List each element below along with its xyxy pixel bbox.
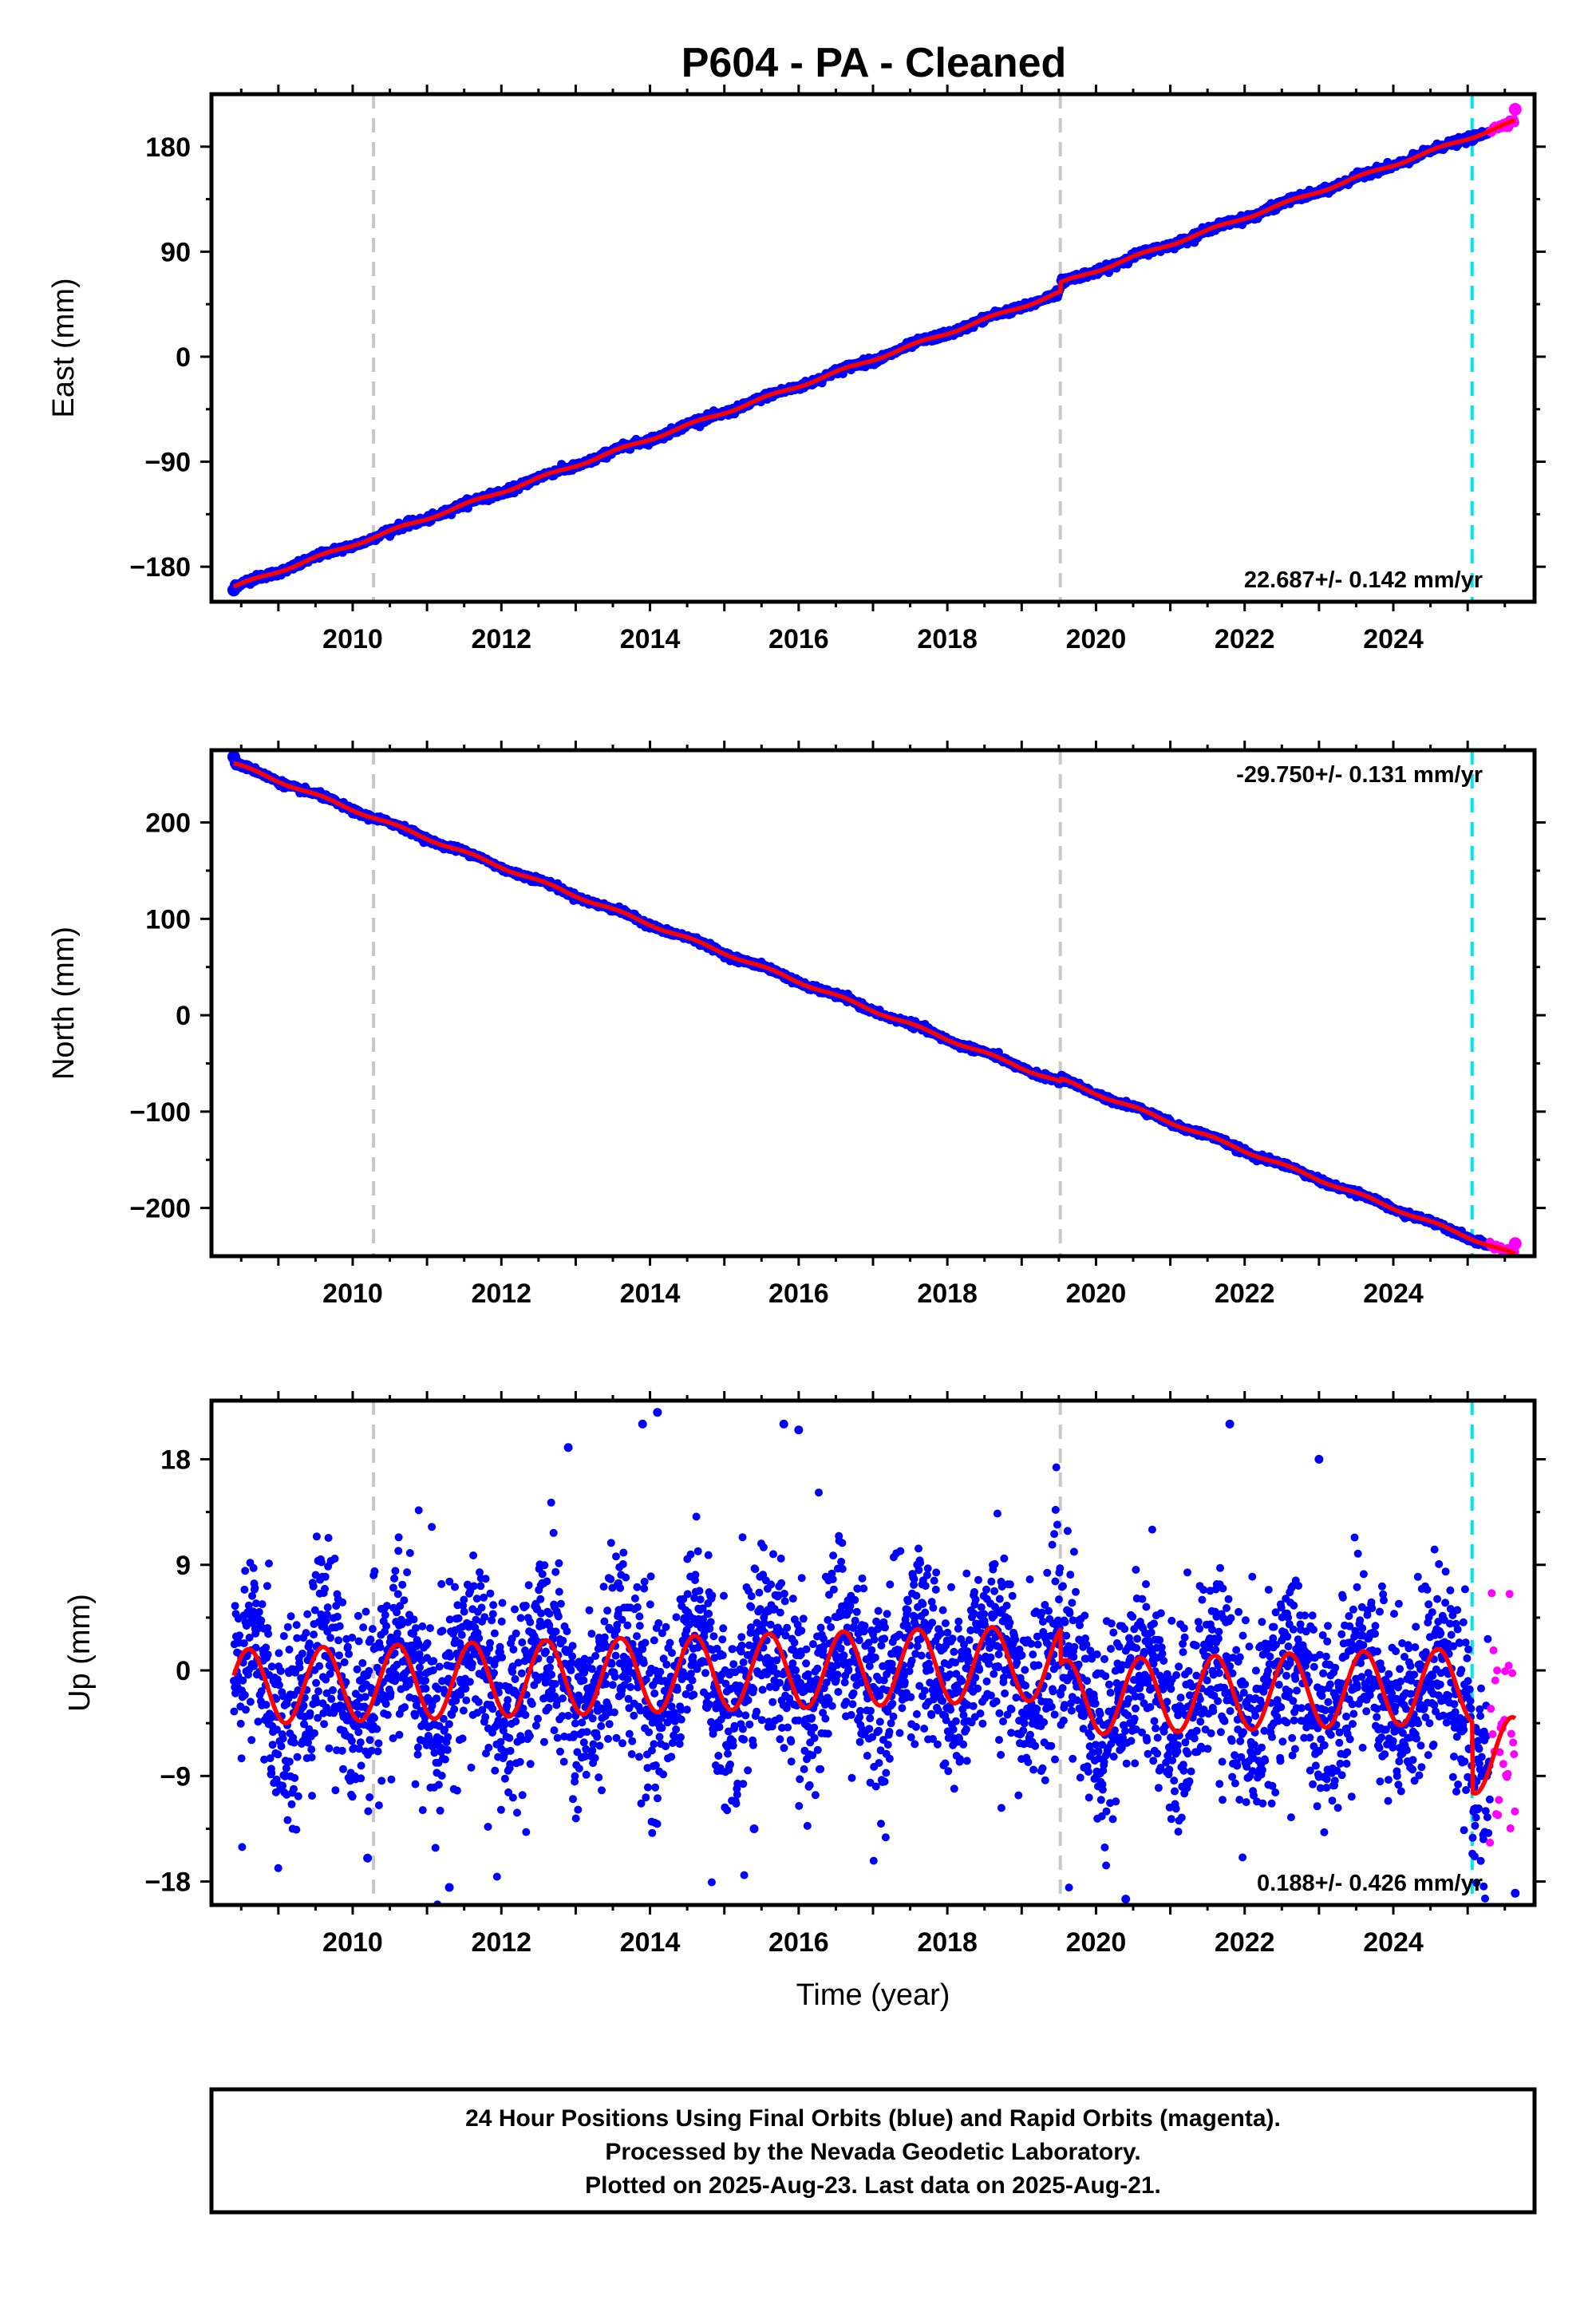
x-tick-label: 2020 — [1066, 624, 1127, 654]
end-point — [1508, 103, 1522, 117]
x-tick-label: 2016 — [768, 624, 829, 654]
y-tick-label: 180 — [145, 132, 191, 163]
y-tick-label: 0 — [176, 342, 191, 373]
north-panel: 2010 2012 2014 2016 2018 2020 2022 2024−200−100… — [47, 741, 1546, 1309]
north-plot-area — [227, 750, 1522, 1256]
x-tick-label: 2022 — [1215, 624, 1275, 654]
x-tick-label: 2010 — [322, 624, 383, 654]
chart-title: P604 - PA - Cleaned — [681, 40, 1067, 86]
y-tick-label: −180 — [129, 552, 191, 583]
x-tick-label: 2012 — [471, 624, 531, 654]
east-y-axis-label: East (mm) — [47, 278, 81, 417]
east-plot-area — [227, 94, 1522, 602]
y-tick-label: 90 — [160, 237, 191, 267]
east-rate-annotation: 22.687+/- 0.142 mm/yr — [1244, 567, 1483, 593]
x-tick-label: 2014 — [620, 624, 681, 654]
east-panel: 2010 2012 2014 2016 2018 2020 2022 2024 −180 −90 0… — [47, 85, 1546, 654]
y-tick-label: −90 — [144, 448, 191, 478]
x-tick-label: 2018 — [917, 624, 978, 654]
x-tick-label: 2024 — [1363, 624, 1424, 654]
